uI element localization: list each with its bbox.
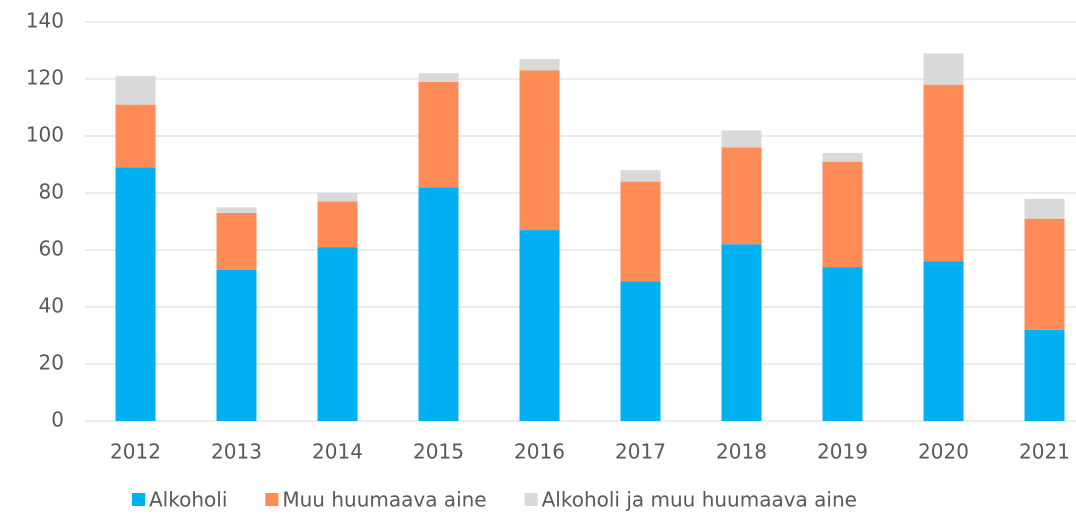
y-tick-label: 80 <box>39 180 64 204</box>
bar-segment <box>923 53 964 85</box>
bar-segment <box>418 73 459 82</box>
bar-segment <box>519 230 560 421</box>
x-tick-label: 2019 <box>817 440 868 464</box>
y-tick-label: 120 <box>26 66 64 90</box>
bar-segment <box>418 187 459 421</box>
legend-label: Alkoholi <box>149 488 227 512</box>
bar-segment <box>721 244 762 421</box>
bar-segment <box>1024 329 1065 421</box>
bar-segment <box>115 76 156 105</box>
bar-segment <box>317 247 358 421</box>
bar-segment <box>822 267 863 421</box>
bar-segment <box>418 81 459 188</box>
bar-segment <box>822 161 863 268</box>
legend-swatch <box>265 493 279 506</box>
legend-label: Alkoholi ja muu huumaava aine <box>542 488 857 512</box>
bar-segment <box>115 167 156 421</box>
x-tick-label: 2017 <box>615 440 666 464</box>
x-tick-label: 2021 <box>1019 440 1070 464</box>
bar-segment <box>216 207 257 213</box>
y-tick-label: 100 <box>26 123 64 147</box>
bar-segment <box>519 70 560 231</box>
bar-segment <box>1024 218 1065 330</box>
bar-segment <box>923 261 964 421</box>
y-tick-label: 60 <box>39 237 64 261</box>
bar-segment <box>822 153 863 162</box>
bar-segment <box>620 281 661 421</box>
bar-segment <box>721 147 762 245</box>
bar-segment <box>721 130 762 148</box>
bar-segment <box>216 212 257 270</box>
legend-swatch <box>132 493 145 506</box>
x-tick-label: 2014 <box>312 440 363 464</box>
bar-segment <box>115 104 156 168</box>
bar-segment <box>519 59 560 71</box>
bar-segment <box>1024 198 1065 219</box>
y-tick-label: 140 <box>26 9 64 33</box>
x-tick-label: 2015 <box>413 440 464 464</box>
legend-label: Muu huumaava aine <box>282 488 486 512</box>
x-tick-label: 2016 <box>514 440 565 464</box>
legend-swatch <box>524 493 538 506</box>
bar-segment <box>923 84 964 262</box>
bar-segment <box>620 170 661 182</box>
y-tick-label: 0 <box>51 408 64 432</box>
bar-segment <box>317 193 358 202</box>
bar-segment <box>317 201 358 248</box>
x-tick-label: 2013 <box>211 440 262 464</box>
x-tick-label: 2018 <box>716 440 767 464</box>
x-tick-label: 2020 <box>918 440 969 464</box>
y-tick-label: 40 <box>39 294 64 318</box>
bar-segment <box>620 181 661 282</box>
y-tick-label: 20 <box>39 351 64 375</box>
x-tick-label: 2012 <box>110 440 161 464</box>
bar-segment <box>216 269 257 421</box>
